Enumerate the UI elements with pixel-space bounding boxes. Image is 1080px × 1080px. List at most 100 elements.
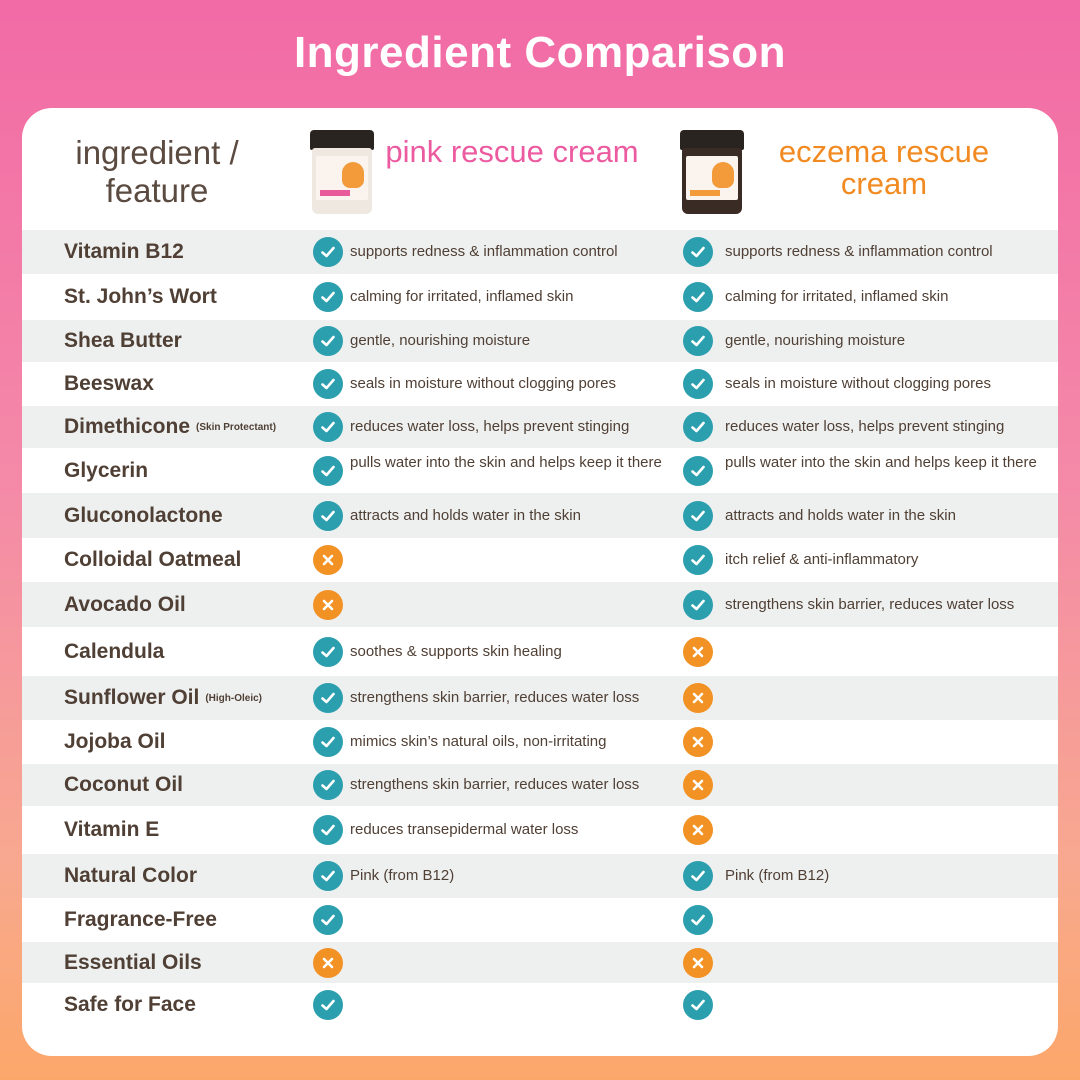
ingredient-name: Shea Butter (64, 329, 182, 352)
check-icon (313, 990, 343, 1020)
ingredient-name: Vitamin E (64, 818, 160, 841)
ingredient-name: Fragrance-Free (64, 908, 217, 931)
pink-cream-description: supports redness & inflammation control (350, 243, 618, 260)
table-row: Natural Color Pink (from B12) Pink (from B… (22, 854, 1058, 898)
table-row: Shea Butter gentle, nourishing moisture ge… (22, 320, 1058, 362)
table-row: Colloidal Oatmeal itch relief & anti-infl… (22, 538, 1058, 582)
pink-cream-description: gentle, nourishing moisture (350, 332, 531, 349)
eczema-cream-description: supports redness & inflammation control (725, 243, 993, 260)
check-icon (313, 326, 343, 356)
table-row: Beeswax seals in moisture without cloggin… (22, 362, 1058, 406)
pink-cream-description: seals in moisture without clogging pores (350, 375, 616, 392)
table-row: St. John’s Wort calming for irritated, in… (22, 274, 1058, 320)
pink-cream-jar-image (310, 130, 374, 214)
check-icon (683, 990, 713, 1020)
check-icon (313, 770, 343, 800)
cross-icon (683, 727, 713, 757)
ingredient-name: Colloidal Oatmeal (64, 548, 242, 571)
pink-cream-description: strengthens skin barrier, reduces water … (350, 776, 640, 793)
table-row: Glycerin pulls water into the skin and he… (22, 448, 1058, 493)
check-icon (683, 589, 713, 620)
eczema-cream-description: pulls water into the skin and helps keep… (725, 453, 1037, 471)
cross-icon (683, 683, 713, 713)
cross-icon (313, 545, 343, 575)
eczema-cream-description: Pink (from B12) (725, 867, 830, 884)
pink-cream-description: soothes & supports skin healing (350, 642, 562, 660)
check-icon (683, 455, 713, 486)
cross-icon (683, 770, 713, 800)
table-row: Essential Oils (22, 942, 1058, 983)
ingredient-note: (Skin Protectant) (196, 422, 277, 433)
pink-cream-description: reduces transepidermal water loss (350, 821, 579, 838)
table-row: Calendula soothes & supports skin healing (22, 627, 1058, 676)
pink-cream-description: calming for irritated, inflamed skin (350, 288, 574, 305)
pink-cream-description: pulls water into the skin and helps keep… (350, 453, 662, 471)
check-icon (683, 237, 713, 267)
pink-cream-description: attracts and holds water in the skin (350, 506, 581, 524)
comparison-card: ingredient / feature pink rescue cream e… (22, 108, 1058, 1056)
check-icon (683, 545, 713, 575)
check-icon (313, 727, 343, 757)
ingredient-name: Sunflower Oil (High-Oleic) (64, 686, 263, 709)
pink-cream-description: strengthens skin barrier, reduces water … (350, 689, 640, 706)
ingredient-name: Safe for Face (64, 993, 196, 1016)
check-icon (313, 282, 343, 312)
page-title: Ingredient Comparison (293, 28, 787, 77)
pink-cream-description: Pink (from B12) (350, 867, 455, 884)
cross-icon (683, 947, 713, 978)
table-row: Vitamin E reduces transepidermal water lo… (22, 806, 1058, 854)
check-icon (313, 636, 343, 667)
ingredient-name: St. John’s Wort (64, 285, 217, 308)
check-icon (313, 905, 343, 935)
check-icon (313, 815, 343, 845)
table-row: Jojoba Oil mimics skin’s natural oils, no… (22, 720, 1058, 764)
table-row: Vitamin B12 supports redness & inflammati… (22, 230, 1058, 274)
check-icon (683, 412, 713, 442)
eczema-cream-description: seals in moisture without clogging pores (725, 375, 991, 392)
ingredient-name: Glycerin (64, 458, 149, 482)
check-icon (683, 500, 713, 531)
check-icon (683, 369, 713, 399)
table-row: Sunflower Oil (High-Oleic) strengthens ski… (22, 676, 1058, 720)
eczema-cream-jar-image (680, 130, 744, 214)
pink-rescue-cream-header: pink rescue cream (385, 134, 639, 169)
eczema-cream-description: gentle, nourishing moisture (725, 332, 906, 349)
ingredient-name: Avocado Oil (64, 592, 186, 616)
ingredient-name: Coconut Oil (64, 773, 183, 796)
cross-icon (683, 636, 713, 667)
cross-icon (313, 589, 343, 620)
check-icon (683, 861, 713, 891)
pink-cream-description: mimics skin’s natural oils, non-irritati… (350, 733, 607, 750)
check-icon (313, 369, 343, 399)
eczema-cream-description: reduces water loss, helps prevent stingi… (725, 418, 1005, 435)
eczema-cream-description: itch relief & anti-inflammatory (725, 551, 919, 568)
check-icon (313, 455, 343, 486)
ingredient-name: Jojoba Oil (64, 730, 166, 753)
eczema-rescue-cream-header: eczema rescue cream (778, 134, 990, 201)
ingredient-name: Calendula (64, 639, 165, 663)
ingredient-note: (High-Oleic) (205, 693, 263, 704)
cross-icon (683, 815, 713, 845)
ingredient-column-header: ingredient / feature (75, 134, 239, 209)
eczema-cream-description: calming for irritated, inflamed skin (725, 288, 949, 305)
ingredient-name: Beeswax (64, 372, 154, 395)
table-row: Gluconolactone attracts and holds water i… (22, 493, 1058, 538)
ingredient-name: Natural Color (64, 864, 198, 887)
table-row: Dimethicone (Skin Protectant) reduces wate… (22, 406, 1058, 448)
eczema-cream-description: attracts and holds water in the skin (725, 506, 956, 524)
table-row: Avocado Oil strengthens skin barrier, red… (22, 582, 1058, 627)
ingredient-name: Vitamin B12 (64, 240, 184, 263)
table-header: ingredient / feature pink rescue cream e… (22, 108, 1058, 230)
check-icon (313, 500, 343, 531)
pink-cream-description: reduces water loss, helps prevent stingi… (350, 418, 630, 435)
table-row: Fragrance-Free (22, 898, 1058, 942)
check-icon (313, 861, 343, 891)
check-icon (313, 683, 343, 713)
check-icon (683, 905, 713, 935)
cross-icon (313, 947, 343, 978)
check-icon (313, 412, 343, 442)
eczema-cream-description: strengthens skin barrier, reduces water … (725, 595, 1015, 613)
table-row: Coconut Oil strengthens skin barrier, red… (22, 764, 1058, 806)
ingredient-name: Essential Oils (64, 950, 202, 974)
check-icon (313, 237, 343, 267)
